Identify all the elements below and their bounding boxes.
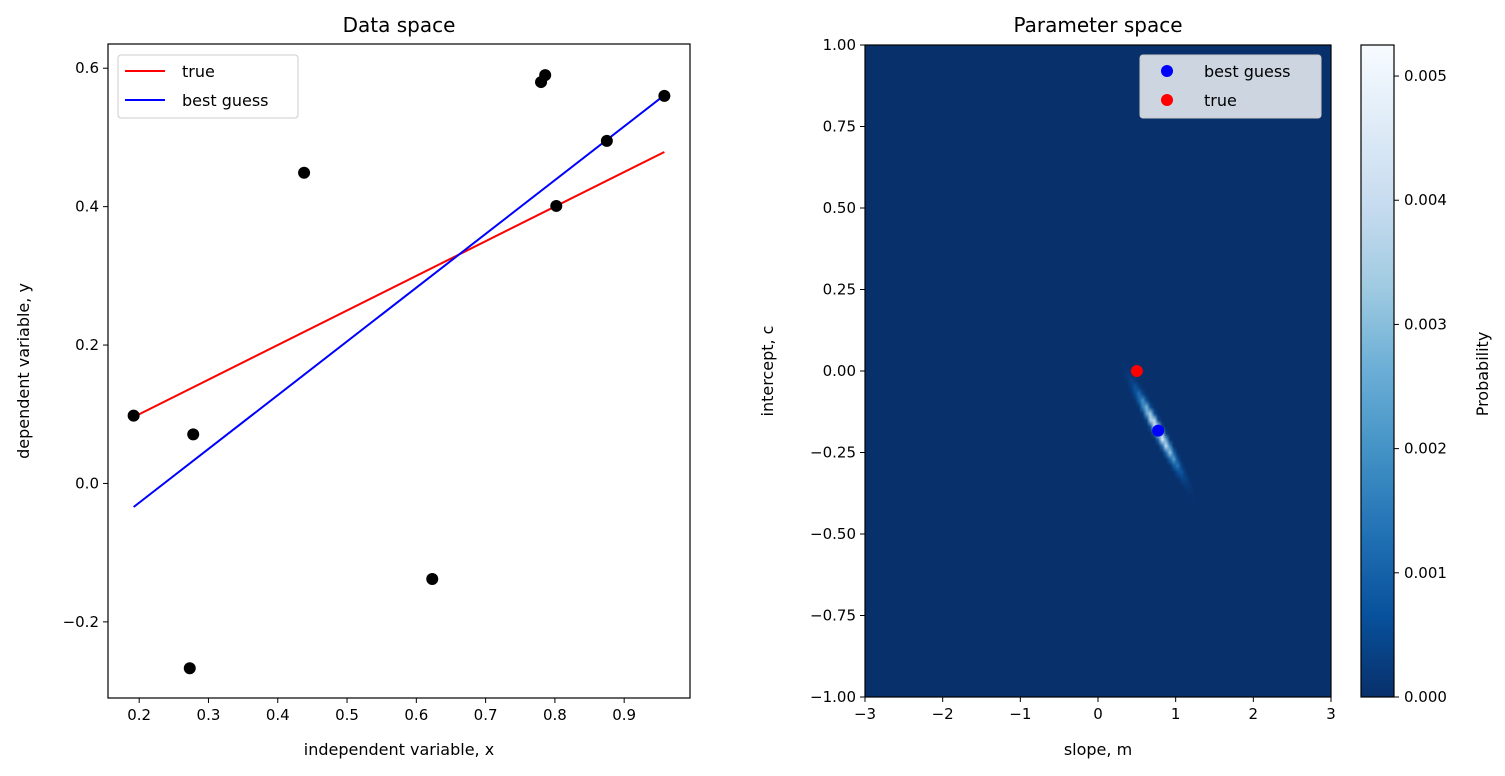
x-tick-label: 0.4 <box>266 706 290 724</box>
y-tick-label: 0.75 <box>823 118 856 136</box>
best-guess-marker <box>1152 424 1165 437</box>
y-tick-label: 0.4 <box>75 198 99 216</box>
y-tick-label: 0.0 <box>75 474 99 492</box>
data-points <box>127 69 671 675</box>
x-tick-label: −1 <box>1009 705 1031 723</box>
data-space-legend: true best guess <box>117 54 299 119</box>
probability-heatmap <box>865 45 1331 697</box>
true-series-line <box>133 151 665 418</box>
colorbar-tick-label: 0.004 <box>1404 191 1447 209</box>
y-tick-label: −1.00 <box>810 688 856 706</box>
colorbar-frame <box>1360 44 1395 698</box>
best-guess-line <box>133 94 665 508</box>
x-tick-label: 3 <box>1326 705 1336 723</box>
colorbar-ticks: 0.000 0.001 0.002 0.003 0.004 0.005 <box>1394 67 1447 706</box>
legend-true-label: true <box>182 62 215 81</box>
data-space-ylabel: dependent variable, y <box>14 283 33 459</box>
y-tick-label: −0.75 <box>810 607 856 625</box>
colorbar-gradient <box>1361 45 1394 697</box>
data-point <box>550 199 563 212</box>
x-tick-label: −2 <box>932 705 954 723</box>
data-point <box>187 428 200 441</box>
data-point <box>183 662 196 675</box>
y-tick-label: 0.50 <box>823 199 856 217</box>
y-tick-label: 0.25 <box>823 281 856 299</box>
x-tick-label: 0.2 <box>127 706 151 724</box>
x-tick-label: 0.9 <box>612 706 636 724</box>
parameter-space-legend: best guess true <box>1139 54 1322 119</box>
y-tick-label: −0.50 <box>810 525 856 543</box>
colorbar-tick-label: 0.005 <box>1404 67 1447 85</box>
data-point <box>127 409 140 422</box>
legend-true-marker <box>1161 94 1173 106</box>
parameter-space-ylabel: intercept, c <box>758 326 777 417</box>
data-point <box>539 69 552 82</box>
parameter-space-x-ticks: −3 −2 −1 0 1 2 3 <box>854 697 1336 723</box>
x-tick-label: 0.5 <box>335 706 359 724</box>
data-point <box>600 134 613 147</box>
parameter-space-title: Parameter space <box>1013 13 1182 37</box>
best-guess-series-line <box>133 94 665 508</box>
parameter-markers <box>1130 365 1165 437</box>
legend-best-guess-marker <box>1161 65 1173 77</box>
data-space-xlabel: independent variable, x <box>304 740 494 759</box>
legend-box <box>1139 54 1322 119</box>
x-tick-label: 0.3 <box>197 706 221 724</box>
data-point <box>658 89 671 102</box>
data-space-plot: Data space 0.2 0.3 0.4 0.5 0.6 0.7 0.8 0.9 −0.2… <box>14 13 691 759</box>
data-space-axes-frame <box>107 43 691 699</box>
data-point <box>426 572 439 585</box>
x-tick-label: 2 <box>1249 705 1259 723</box>
x-tick-label: −3 <box>854 705 876 723</box>
colorbar-tick-label: 0.003 <box>1404 315 1447 333</box>
true-marker <box>1130 365 1143 377</box>
x-tick-label: 0 <box>1093 705 1103 723</box>
colorbar-tick-label: 0.002 <box>1404 440 1447 458</box>
x-tick-label: 0.6 <box>404 706 428 724</box>
y-tick-label: 0.00 <box>823 362 856 380</box>
colorbar-tick-label: 0.000 <box>1404 688 1447 706</box>
x-tick-label: 0.8 <box>543 706 567 724</box>
data-space-y-ticks: −0.2 0.0 0.2 0.4 0.6 <box>63 59 108 631</box>
y-tick-label: 1.00 <box>823 36 856 54</box>
colorbar-label: Probability <box>1473 332 1492 417</box>
data-point <box>298 166 311 179</box>
x-tick-label: 0.7 <box>474 706 498 724</box>
data-space-x-ticks: 0.2 0.3 0.4 0.5 0.6 0.7 0.8 0.9 <box>127 698 636 724</box>
parameter-space-plot: Parameter space −3 −2 −1 0 1 2 3 −1.00 −0.75 −0.… <box>758 13 1336 759</box>
y-tick-label: −0.2 <box>63 613 99 631</box>
colorbar: 0.000 0.001 0.002 0.003 0.004 0.005 Probabili… <box>1360 44 1492 706</box>
parameter-space-xlabel: slope, m <box>1064 740 1132 759</box>
y-tick-label: −0.25 <box>810 444 856 462</box>
parameter-space-y-ticks: −1.00 −0.75 −0.50 −0.25 0.00 0.25 0.50 0.75 1.00 <box>810 36 865 706</box>
y-tick-label: 0.2 <box>75 336 99 354</box>
y-tick-label: 0.6 <box>75 59 99 77</box>
colorbar-tick-label: 0.001 <box>1404 564 1447 582</box>
x-tick-label: 1 <box>1171 705 1181 723</box>
legend-best-guess-label: best guess <box>182 91 269 110</box>
legend-best-guess-label: best guess <box>1204 62 1291 81</box>
legend-true-label: true <box>1204 91 1237 110</box>
true-line <box>133 151 665 418</box>
data-space-title: Data space <box>343 13 456 37</box>
